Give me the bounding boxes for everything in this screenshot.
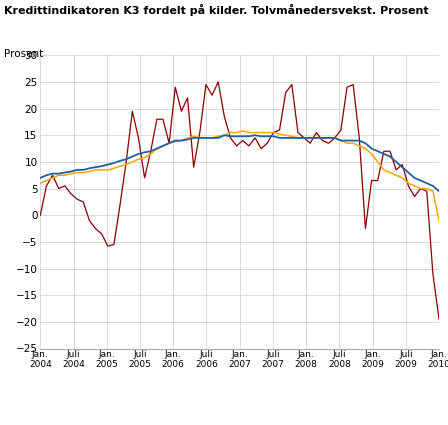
Text: Prosent: Prosent (4, 49, 44, 59)
Text: Kredittindikatoren K3 fordelt på kilder. Tolvmånedersvekst. Prosent: Kredittindikatoren K3 fordelt på kilder.… (4, 4, 429, 16)
